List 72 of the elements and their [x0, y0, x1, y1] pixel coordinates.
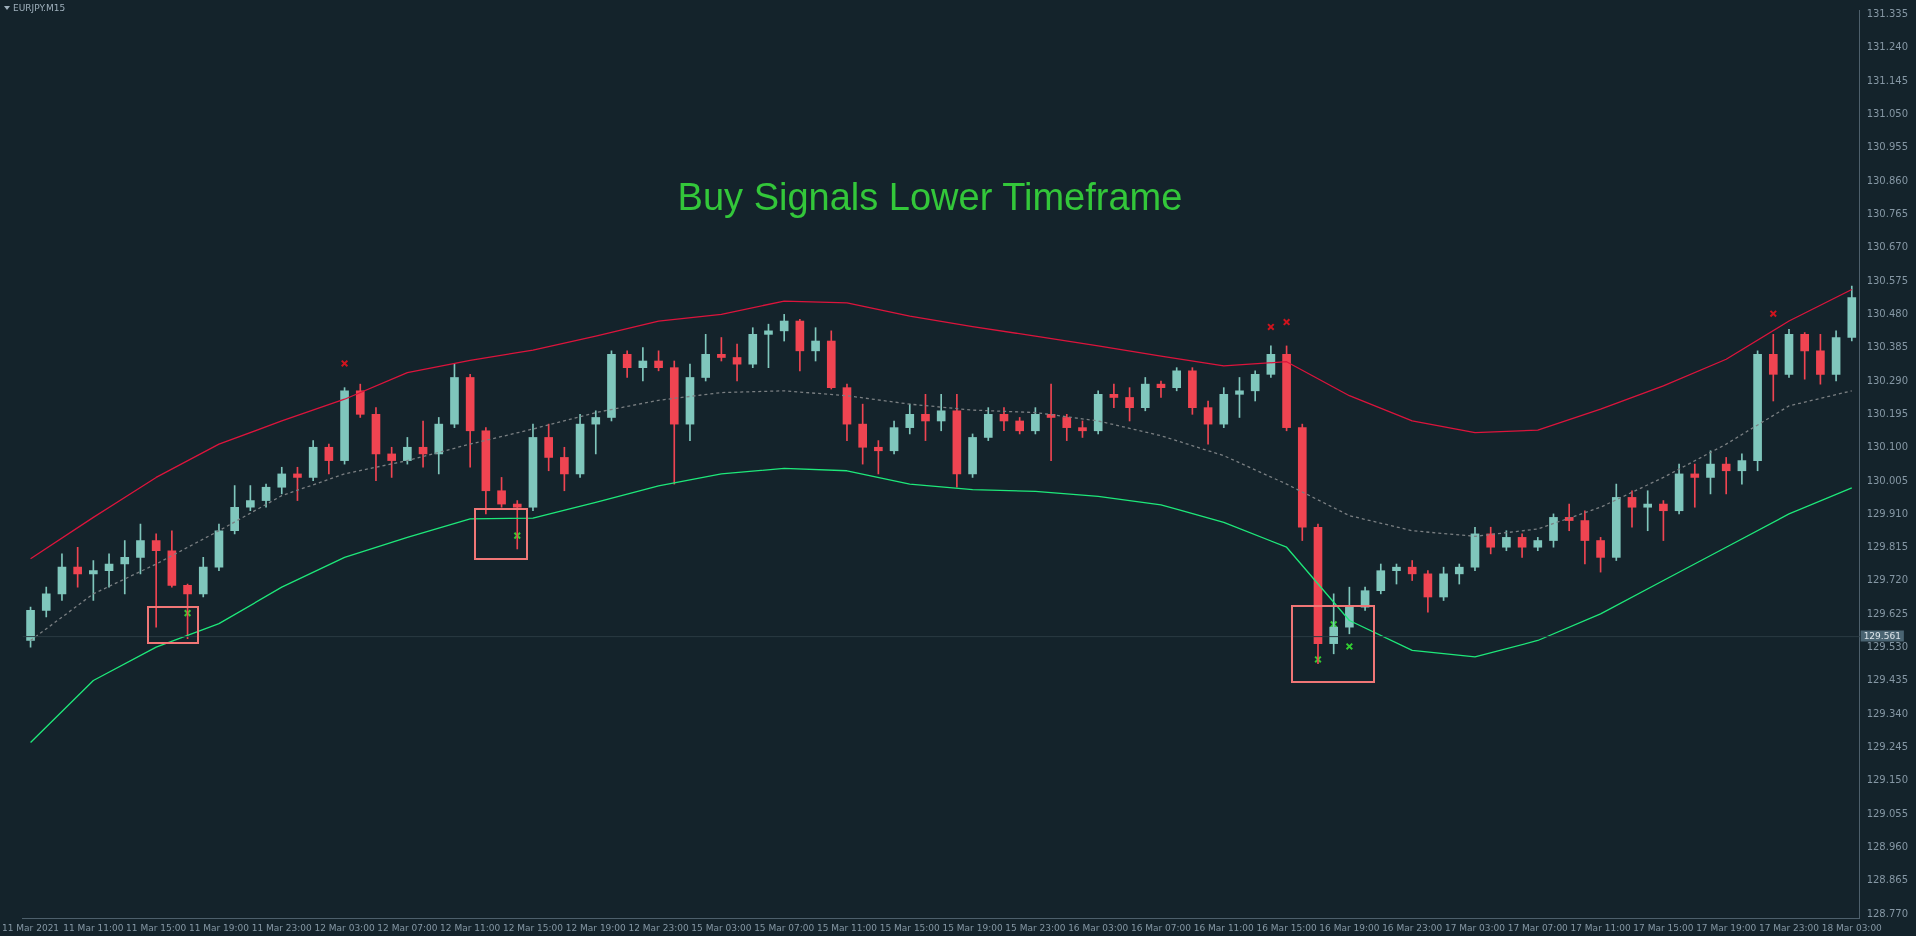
y-tick-label: 130.385 — [1866, 341, 1909, 353]
x-tick-label: 11 Mar 2021 — [2, 922, 60, 933]
y-tick-label: 129.815 — [1866, 541, 1909, 553]
candlestick — [1564, 503, 1574, 532]
x-tick-label: 16 Mar 15:00 — [1256, 922, 1317, 933]
y-tick-label: 129.435 — [1866, 674, 1909, 686]
x-tick-label: 18 Mar 03:00 — [1821, 922, 1883, 933]
x-tick-label: 17 Mar 03:00 — [1444, 922, 1506, 933]
y-tick-label: 130.860 — [1866, 174, 1909, 186]
y-tick-label: 130.670 — [1866, 241, 1909, 253]
x-tick-label: 12 Mar 11:00 — [440, 922, 501, 933]
candlestick — [1109, 383, 1119, 408]
x-tick-label: 17 Mar 07:00 — [1507, 922, 1569, 933]
y-tick-label: 130.765 — [1866, 208, 1909, 220]
x-tick-label: 11 Mar 11:00 — [63, 922, 124, 933]
x-tick-label: 15 Mar 19:00 — [942, 922, 1003, 933]
candlestick — [1721, 457, 1731, 495]
y-tick-label: 129.530 — [1866, 641, 1909, 653]
chart-subtitle: EURJPY.M15 — [13, 3, 66, 13]
candlestick — [151, 533, 161, 628]
x-tick-label: 11 Mar 19:00 — [188, 922, 250, 933]
candlestick — [1690, 463, 1700, 508]
y-tick-label: 128.865 — [1866, 874, 1909, 886]
x-tick-label: 16 Mar 11:00 — [1193, 922, 1255, 933]
x-tick-label: 15 Mar 03:00 — [691, 922, 752, 933]
x-tick-label: 12 Mar 15:00 — [502, 922, 564, 933]
x-tick-label: 11 Mar 23:00 — [251, 922, 313, 933]
y-tick-label: 130.290 — [1866, 374, 1909, 386]
y-tick-label: 129.720 — [1866, 574, 1909, 586]
y-tick-label: 128.770 — [1866, 907, 1909, 919]
y-tick-label: 130.575 — [1866, 274, 1909, 286]
y-tick-label: 129.340 — [1866, 707, 1909, 719]
x-tick-label: 16 Mar 23:00 — [1382, 922, 1443, 933]
y-tick-label: 129.910 — [1866, 507, 1909, 519]
x-tick-label: 16 Mar 03:00 — [1068, 922, 1129, 933]
x-tick-label: 17 Mar 11:00 — [1570, 922, 1631, 933]
text: Buy Signals Lower Timeframe — [676, 176, 1184, 219]
y-tick-label: 131.335 — [1866, 8, 1909, 20]
point — [340, 359, 349, 368]
x-tick-label: 12 Mar 19:00 — [565, 922, 627, 933]
x-tick-label: 17 Mar 15:00 — [1633, 922, 1694, 933]
x-tick-label: 17 Mar 19:00 — [1696, 922, 1757, 933]
y-tick-label: 129.245 — [1866, 741, 1909, 753]
y-tick-label: 131.240 — [1866, 41, 1909, 53]
x-tick-label: 16 Mar 19:00 — [1319, 922, 1380, 933]
x-tick-label: 15 Mar 15:00 — [879, 922, 941, 933]
candlestick — [591, 410, 601, 455]
y-tick-label: 129.055 — [1866, 807, 1909, 819]
point — [1345, 642, 1354, 651]
x-tick-label: 11 Mar 15:00 — [126, 922, 187, 933]
candlestick — [1643, 490, 1653, 532]
y-tick-label: 129.150 — [1866, 774, 1909, 786]
x-tick-label: 12 Mar 07:00 — [377, 922, 438, 933]
y-tick-label: 129.625 — [1866, 607, 1909, 619]
y-tick-label: 130.480 — [1866, 307, 1909, 319]
x-tick-label: 15 Mar 11:00 — [816, 922, 878, 933]
y-tick-label: 131.050 — [1866, 108, 1909, 120]
y-tick-label: 131.145 — [1866, 74, 1909, 86]
x-tick-label: 12 Mar 03:00 — [314, 922, 375, 933]
y-tick-label: 130.005 — [1866, 474, 1909, 486]
x-tick-label: 12 Mar 23:00 — [628, 922, 689, 933]
x-tick-label: 15 Mar 23:00 — [1005, 922, 1066, 933]
y-tick-label: 130.955 — [1866, 141, 1909, 153]
y-tick-label: 130.100 — [1866, 441, 1909, 453]
x-tick-label: 16 Mar 07:00 — [1130, 922, 1192, 933]
x-tick-label: 15 Mar 07:00 — [754, 922, 815, 933]
x-tick-label: 17 Mar 23:00 — [1758, 922, 1820, 933]
ref-line-label: 129.561 — [1863, 630, 1901, 641]
point — [1769, 309, 1778, 318]
candlestick — [120, 540, 130, 595]
y-tick-label: 130.195 — [1866, 407, 1909, 419]
y-tick-label: 128.960 — [1866, 840, 1909, 852]
